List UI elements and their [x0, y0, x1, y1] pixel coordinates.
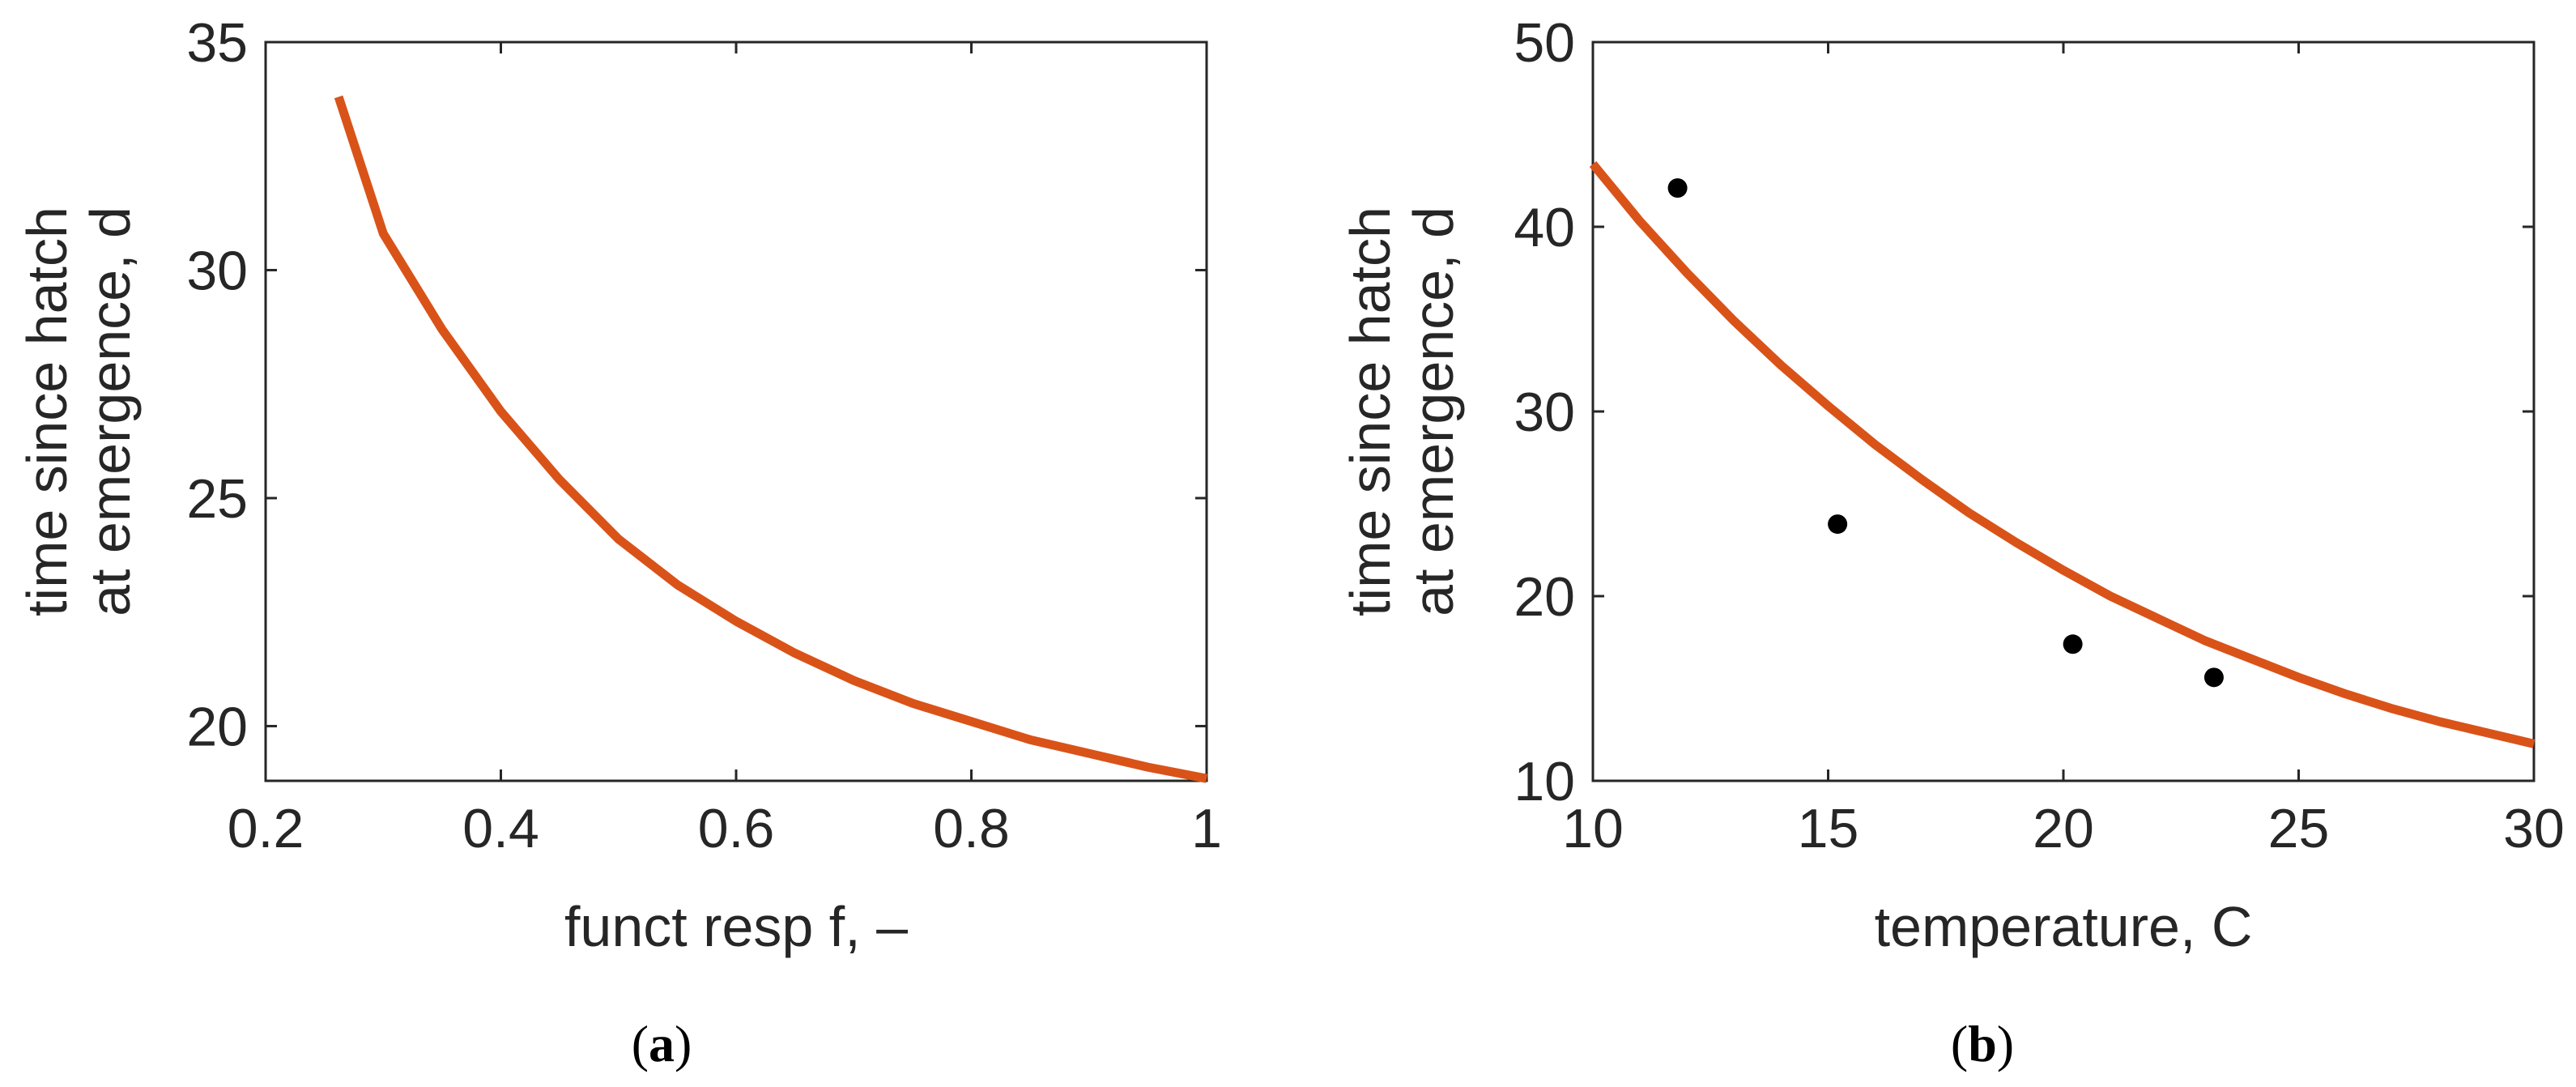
x-tick-label-a-4: 1 [1191, 798, 1222, 859]
data-point-b-2 [2063, 634, 2083, 654]
y-tick-label-b-0: 10 [1514, 751, 1575, 812]
y-axis-label-b-line1: time since hatch [1339, 207, 1402, 616]
y-axis-label-b-line2: at emergence, d [1402, 207, 1465, 616]
y-tick-label-a-0: 20 [186, 696, 248, 757]
x-tick-label-a-1: 0.4 [462, 798, 539, 859]
series-group-a [334, 95, 1208, 783]
plot-area-a [264, 40, 1208, 782]
x-tick-label-a-0: 0.2 [228, 798, 304, 859]
data-point-b-1 [1828, 514, 1848, 535]
x-axis-label-b: temperature, C [1875, 895, 2253, 958]
panel-label-b: (b) [1951, 1015, 2014, 1072]
y-tick-label-a-1: 25 [186, 468, 248, 530]
series-group-b [1589, 161, 2536, 748]
x-axis-label-a: funct resp f, – [564, 895, 908, 958]
y-tick-label-b-3: 40 [1514, 197, 1575, 258]
y-axis-a: 20 25 30 35 [186, 12, 1207, 757]
y-axis-b: 10 20 30 40 50 [1514, 12, 2534, 812]
y-tick-label-b-4: 50 [1514, 12, 1575, 74]
x-tick-label-b-3: 25 [2268, 798, 2330, 859]
data-points-b [1667, 178, 2224, 688]
x-tick-label-b-4: 30 [2503, 798, 2565, 859]
chart-panel-a: 0.2 0.4 0.6 0.8 1 20 25 30 35 funct resp f, – t… [15, 12, 1222, 1072]
x-tick-label-b-0: 10 [1562, 798, 1624, 859]
plot-area-b [1591, 40, 2536, 782]
y-tick-label-b-2: 30 [1514, 382, 1575, 443]
data-point-b-3 [2203, 667, 2224, 688]
x-tick-label-a-3: 0.8 [933, 798, 1010, 859]
x-axis-b: 10 15 20 25 30 [1562, 42, 2565, 859]
x-tick-label-b-2: 20 [2033, 798, 2094, 859]
y-axis-label-a-line1: time since hatch [15, 207, 79, 616]
series-line-a-0 [334, 95, 1208, 783]
data-point-b-0 [1667, 178, 1688, 198]
y-tick-label-a-3: 35 [186, 12, 248, 74]
series-line-b-0 [1589, 161, 2536, 748]
x-axis-a: 0.2 0.4 0.6 0.8 1 [228, 42, 1222, 859]
y-axis-label-a-line2: at emergence, d [79, 207, 142, 616]
x-tick-label-a-2: 0.6 [698, 798, 775, 859]
y-tick-label-a-2: 30 [186, 240, 248, 301]
y-tick-label-b-1: 20 [1514, 566, 1575, 628]
chart-panel-b: 10 15 20 25 30 10 20 30 40 50 temperature, C tim… [1339, 12, 2565, 1072]
panel-label-a: (a) [632, 1015, 692, 1072]
x-tick-label-b-1: 15 [1798, 798, 1859, 859]
